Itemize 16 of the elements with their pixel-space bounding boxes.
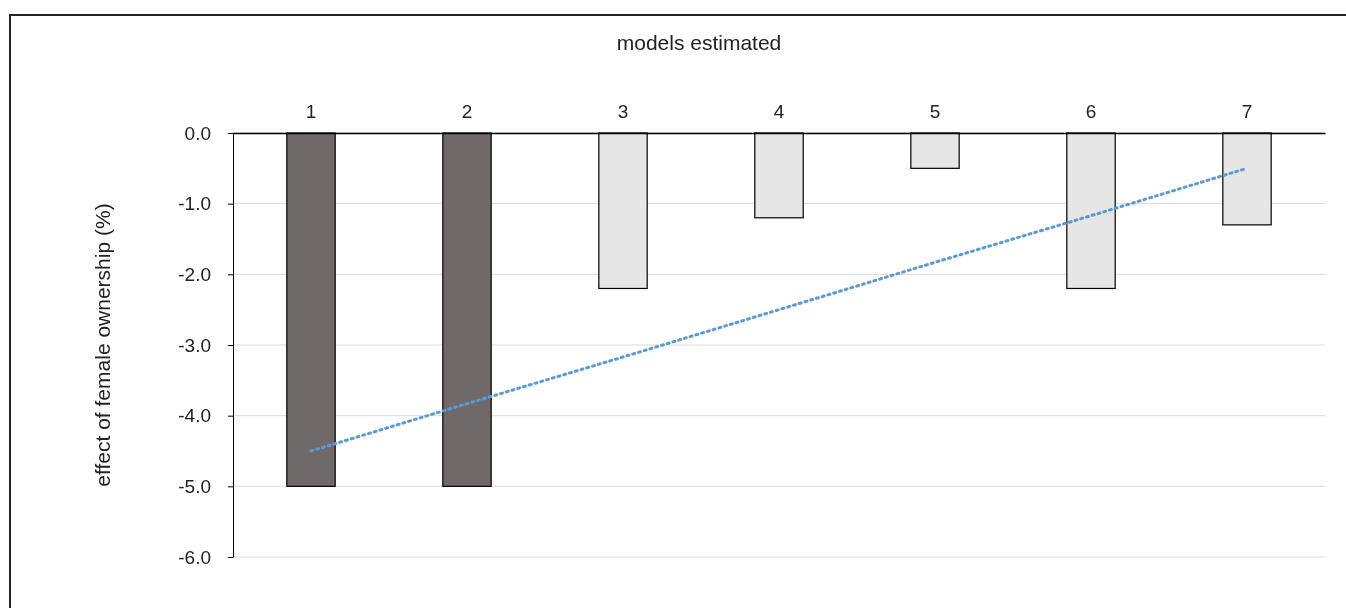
y-tick-label: -1.0	[178, 193, 211, 215]
y-axis-title: effect of female ownership (%)	[91, 203, 114, 487]
x-tick-label: 3	[617, 101, 629, 122]
y-tick-label: -5.0	[178, 475, 211, 497]
y-tick-label: -3.0	[178, 334, 211, 356]
y-tick-label: -6.0	[178, 546, 211, 568]
chart-title: models estimated	[616, 31, 782, 54]
x-tick-label: 5	[929, 101, 941, 122]
x-tick-label: 4	[773, 101, 785, 122]
y-tick-label: -4.0	[178, 405, 211, 427]
y-tick-label: 0.0	[184, 122, 211, 144]
x-tick-label: 2	[461, 101, 473, 122]
x-tick-label: 1	[305, 101, 317, 122]
x-tick-label: 6	[1085, 101, 1097, 122]
x-tick-label: 7	[1241, 101, 1253, 122]
y-tick-label: -2.0	[178, 263, 211, 285]
